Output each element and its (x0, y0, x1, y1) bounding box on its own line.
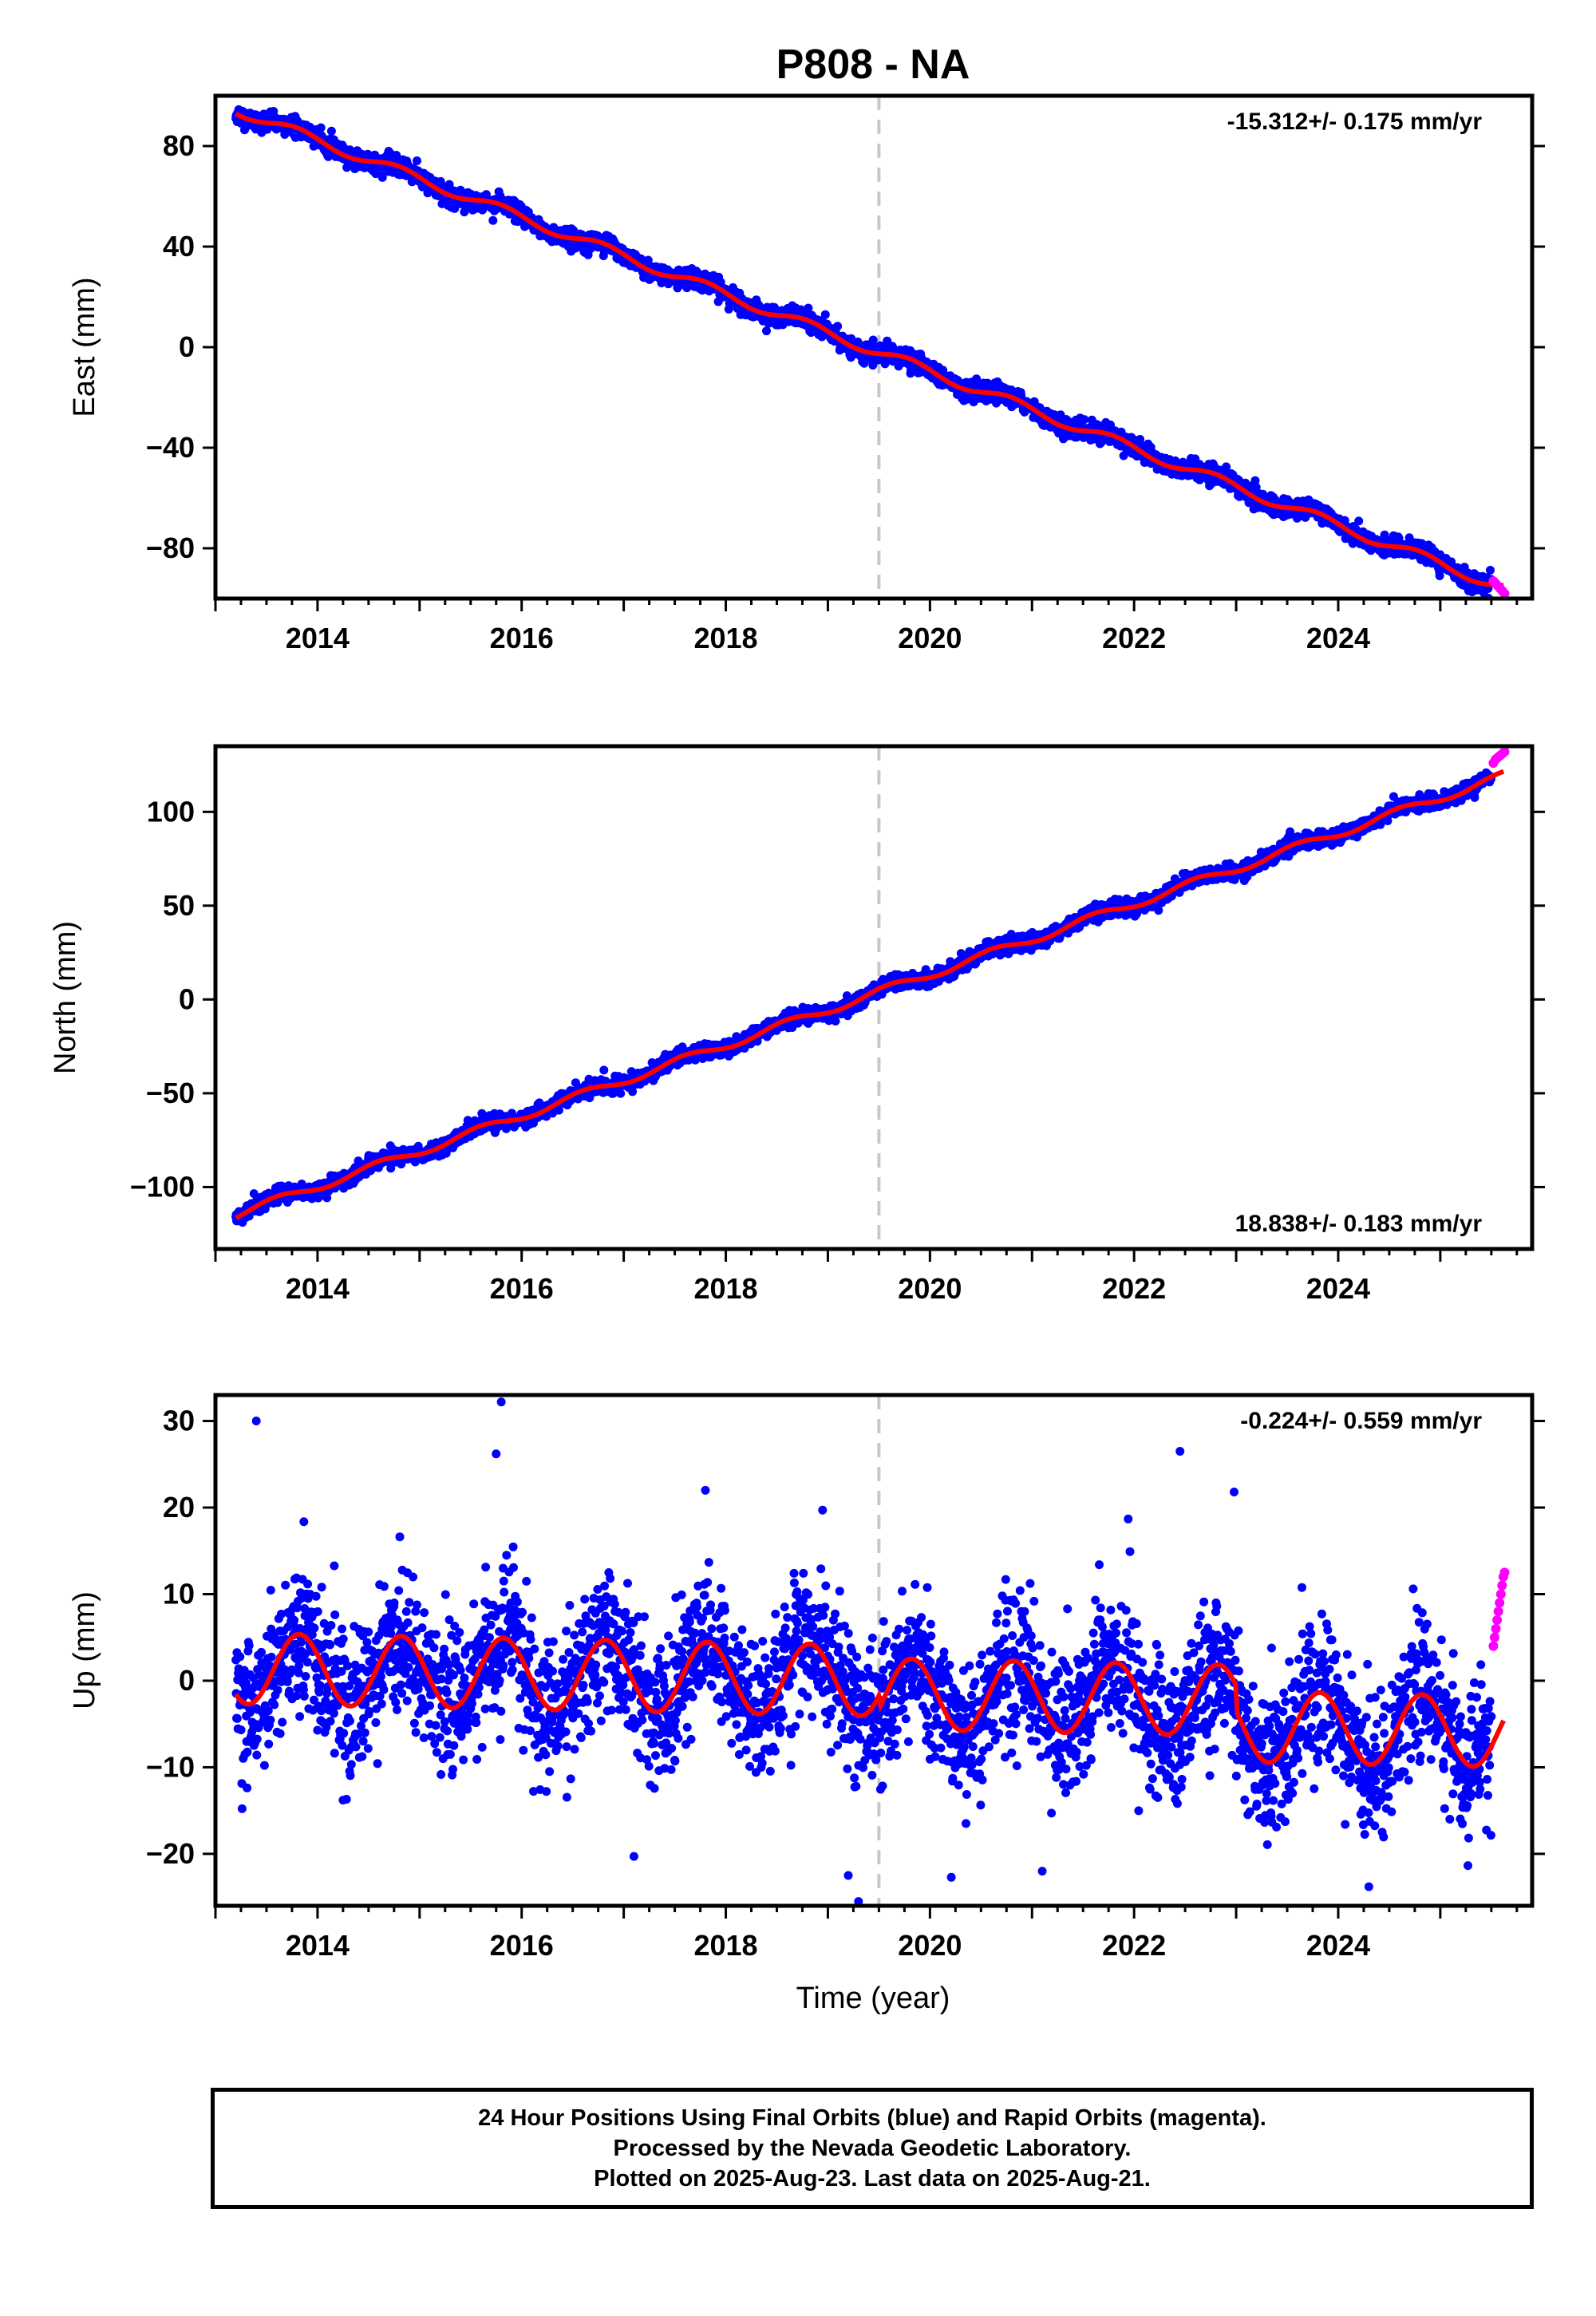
final-orbit-point (833, 322, 843, 331)
x-tick-label: 2016 (490, 622, 554, 654)
plot-area (231, 96, 1510, 599)
final-orbit-point (599, 1065, 609, 1075)
x-tick-label: 2024 (1306, 622, 1370, 654)
final-orbit-point (1080, 415, 1089, 425)
final-orbit-point (269, 107, 279, 116)
final-orbit-point (316, 123, 326, 132)
final-orbit-point (1486, 566, 1495, 575)
final-orbit-point (762, 326, 771, 336)
y-tick-label: −40 (146, 431, 195, 464)
final-orbit-point (413, 156, 421, 165)
final-orbit-point (820, 310, 830, 319)
rapid-orbit-point (1499, 588, 1510, 599)
y-tick-label: 40 (163, 230, 195, 263)
model-curve (235, 111, 1504, 588)
final-orbit-point (804, 303, 813, 313)
y-tick-label: 80 (163, 129, 195, 162)
final-orbit-point (488, 215, 498, 225)
final-orbit-point (1250, 476, 1260, 485)
x-tick-label: 2018 (693, 622, 757, 654)
rapid-orbit-points (1488, 575, 1510, 599)
final-orbit-point (831, 1017, 840, 1026)
y-tick-label: −80 (146, 532, 195, 564)
plot-area (231, 746, 1510, 1249)
final-orbit-point (1354, 516, 1364, 526)
rate-annotation: -15.312+/- 0.175 mm/yr (1227, 109, 1483, 135)
y-axis-label: East (mm) (68, 277, 101, 417)
x-tick-label: 2020 (898, 622, 962, 654)
final-orbit-point (616, 1089, 626, 1098)
final-orbit-point (249, 1189, 259, 1199)
chart-title: P808 - NA (776, 41, 970, 88)
final-orbit-point (1222, 462, 1231, 472)
y-tick-label: 0 (179, 330, 195, 363)
x-tick-label: 2014 (286, 622, 350, 654)
final-orbit-point (326, 126, 336, 136)
x-tick-label: 2022 (1102, 622, 1166, 654)
final-orbit-point (377, 172, 387, 182)
north-panel: 2014 2016 2018 2020 2022 2024−100−50050100Nor… (49, 744, 1545, 1305)
east-panel: 2014 2016 2018 2020 2022 2024 −80 −40 0 40 80 East … (68, 93, 1545, 654)
final-orbit-point (1435, 571, 1444, 580)
